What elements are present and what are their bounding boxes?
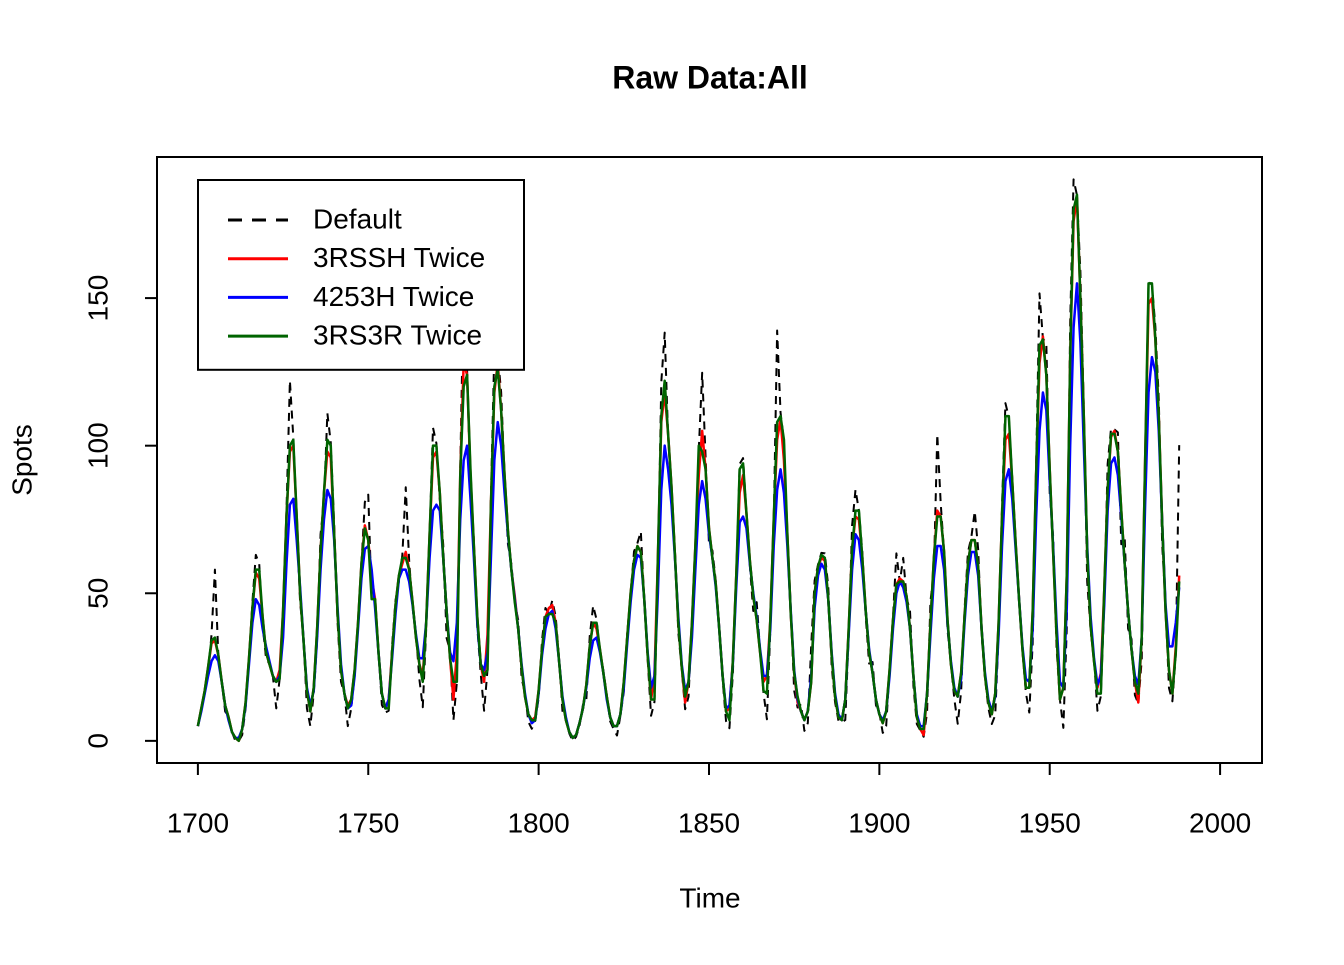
x-axis-label: Time xyxy=(679,882,740,913)
y-tick-label: 150 xyxy=(82,275,113,322)
x-tick-label: 1800 xyxy=(507,807,569,838)
chart-title: Raw Data:All xyxy=(612,59,808,95)
x-tick-label: 1950 xyxy=(1019,807,1081,838)
legend-label: 4253H Twice xyxy=(313,281,474,312)
legend-label: 3RS3R Twice xyxy=(313,319,482,350)
y-tick-label: 50 xyxy=(82,578,113,609)
x-tick-label: 1750 xyxy=(337,807,399,838)
legend-box xyxy=(197,179,525,371)
series-line xyxy=(196,193,1181,743)
x-tick-label: 1900 xyxy=(848,807,910,838)
x-tick-label: 2000 xyxy=(1189,807,1251,838)
legend: Default 3RSSH Twice 4253H Twice 3RS3R Twice xyxy=(197,179,525,371)
legend-label: Default xyxy=(313,203,402,234)
legend-label: 3RSSH Twice xyxy=(313,242,485,273)
x-tick-label: 1850 xyxy=(678,807,740,838)
y-tick-label: 0 xyxy=(82,733,113,749)
y-axis-label: Spots xyxy=(6,424,37,496)
x-tick-label: 1700 xyxy=(167,807,229,838)
y-tick-label: 100 xyxy=(82,422,113,469)
